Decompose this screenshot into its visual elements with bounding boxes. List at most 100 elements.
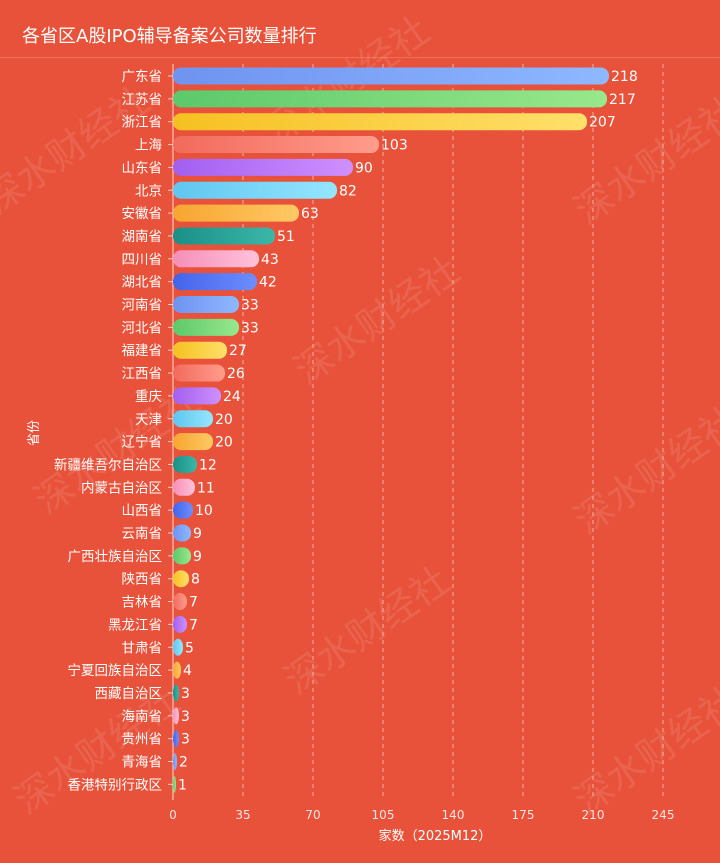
data-label: 10 xyxy=(195,503,213,519)
bar xyxy=(173,730,179,748)
y-tick-label: 香港特别行政区 xyxy=(68,777,163,793)
y-tick-label: 宁夏回族自治区 xyxy=(68,662,163,679)
data-label: 207 xyxy=(589,115,616,131)
bar xyxy=(173,410,213,428)
data-label: 90 xyxy=(355,160,373,176)
y-tick-label: 江西省 xyxy=(122,366,163,382)
y-tick-label: 重庆 xyxy=(135,389,162,405)
y-tick-label: 江苏省 xyxy=(122,92,163,108)
data-label: 7 xyxy=(189,595,198,611)
x-tick-label: 245 xyxy=(652,808,675,822)
bar xyxy=(173,707,179,725)
data-label: 24 xyxy=(223,389,241,405)
y-tick-label: 云南省 xyxy=(122,526,163,542)
x-tick-label: 105 xyxy=(372,808,395,822)
data-label: 82 xyxy=(339,183,357,199)
bar xyxy=(173,273,257,291)
data-label: 218 xyxy=(611,69,638,85)
bar xyxy=(173,296,239,313)
y-tick-label: 黑龙江省 xyxy=(108,617,162,633)
y-tick-label: 新疆维吾尔自治区 xyxy=(54,457,162,473)
y-tick-label: 湖北省 xyxy=(122,275,163,291)
y-tick-label: 浙江省 xyxy=(122,115,163,131)
bar xyxy=(173,90,607,108)
y-tick-label: 安徽省 xyxy=(122,206,163,222)
bar xyxy=(173,181,337,199)
bar xyxy=(173,775,176,793)
data-label: 7 xyxy=(189,617,198,633)
data-label: 20 xyxy=(215,435,233,451)
bar xyxy=(173,455,197,473)
x-tick-label: 175 xyxy=(512,808,535,822)
bar xyxy=(173,524,191,542)
x-tick-label: 0 xyxy=(169,808,177,822)
data-label: 3 xyxy=(181,709,190,725)
data-label: 11 xyxy=(197,480,215,496)
data-label: 4 xyxy=(183,663,192,679)
x-tick-label: 140 xyxy=(442,808,465,822)
y-tick-label: 内蒙古自治区 xyxy=(81,480,162,496)
bar xyxy=(173,753,177,770)
bar xyxy=(173,593,187,611)
bar xyxy=(173,227,275,245)
bar xyxy=(173,684,179,702)
y-tick-label: 广西壮族自治区 xyxy=(68,549,163,565)
data-label: 63 xyxy=(301,206,319,222)
bar xyxy=(173,318,239,336)
bar xyxy=(173,364,225,382)
data-label: 33 xyxy=(241,320,259,336)
bar xyxy=(173,570,189,588)
bar xyxy=(173,615,187,633)
data-label: 43 xyxy=(261,252,279,268)
bar xyxy=(173,341,227,359)
data-label: 5 xyxy=(185,640,194,656)
data-label: 12 xyxy=(199,457,217,473)
y-tick-label: 海南省 xyxy=(122,709,163,725)
y-tick-label: 上海 xyxy=(135,138,162,154)
data-label: 9 xyxy=(193,526,202,542)
y-tick-label: 福建省 xyxy=(122,343,163,359)
x-tick-label: 210 xyxy=(582,808,605,822)
y-axis-title: 省份 xyxy=(27,420,42,446)
y-tick-label: 广东省 xyxy=(122,69,163,85)
data-label: 2 xyxy=(179,755,188,771)
y-tick-label: 天津 xyxy=(135,412,162,428)
x-tick-label: 70 xyxy=(305,808,320,822)
bar xyxy=(173,67,609,85)
data-label: 42 xyxy=(259,275,277,291)
data-label: 217 xyxy=(609,92,636,108)
y-tick-label: 山东省 xyxy=(122,160,163,176)
data-label: 1 xyxy=(178,777,187,793)
data-label: 33 xyxy=(241,298,259,314)
bar xyxy=(173,250,259,268)
y-tick-label: 山西省 xyxy=(122,503,163,519)
y-tick-label: 贵州省 xyxy=(122,732,163,748)
y-tick-label: 青海省 xyxy=(122,755,163,771)
bar xyxy=(173,136,379,154)
bar xyxy=(173,204,299,222)
y-tick-label: 陕西省 xyxy=(122,572,163,588)
y-tick-label: 吉林省 xyxy=(122,595,163,611)
data-label: 103 xyxy=(381,138,408,154)
data-label: 26 xyxy=(227,366,245,382)
y-tick-label: 河南省 xyxy=(122,298,163,314)
data-label: 20 xyxy=(215,412,233,428)
bar xyxy=(173,433,213,451)
data-label: 9 xyxy=(193,549,202,565)
chart-title: 各省区A股IPO辅导备案公司数量排行 xyxy=(22,26,317,47)
data-label: 51 xyxy=(277,229,295,245)
bar xyxy=(173,387,221,405)
data-label: 8 xyxy=(191,572,200,588)
x-axis-title: 家数（2025M12） xyxy=(379,828,492,844)
y-tick-label: 辽宁省 xyxy=(122,434,163,451)
y-tick-label: 河北省 xyxy=(122,320,163,336)
bar xyxy=(173,661,181,679)
bar xyxy=(173,547,191,565)
y-tick-label: 四川省 xyxy=(122,252,163,268)
data-label: 3 xyxy=(181,686,190,702)
bar xyxy=(173,478,195,496)
data-label: 27 xyxy=(229,343,247,359)
y-tick-label: 甘肃省 xyxy=(122,640,163,656)
x-tick-label: 35 xyxy=(235,808,250,822)
